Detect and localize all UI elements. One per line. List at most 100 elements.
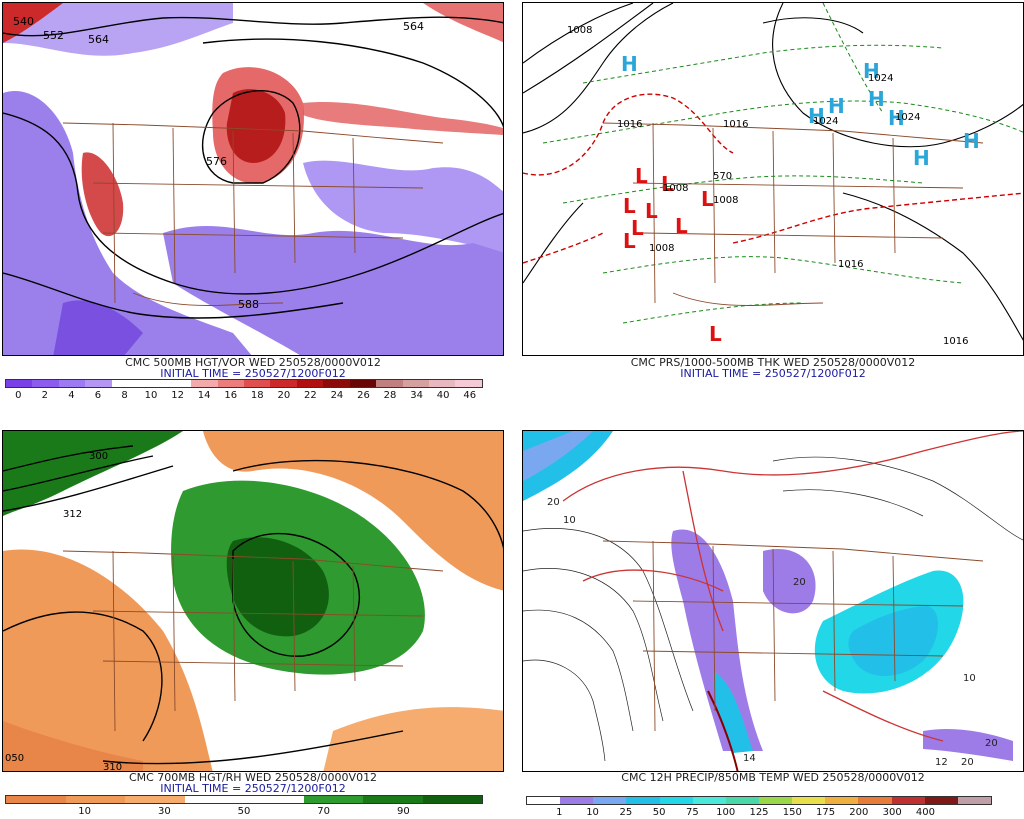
colorbar-tick-label: 46: [463, 390, 477, 401]
rh-map: 300 312 310 050: [2, 430, 504, 772]
colorbar-swatch: [164, 380, 192, 387]
colorbar-tick-label: 150: [782, 807, 802, 818]
colorbar-swatch: [376, 380, 403, 387]
colorbar-swatch: [593, 797, 627, 804]
contour-label: 300: [89, 451, 108, 462]
colorbar-swatch: [217, 380, 244, 387]
thickness-label: 570: [713, 171, 732, 182]
colorbar-swatch: [692, 797, 726, 804]
colorbar-swatch: [402, 380, 429, 387]
colorbar-swatch: [891, 797, 925, 804]
colorbar-swatch: [296, 380, 324, 387]
low-pressure-marker: L: [623, 229, 636, 253]
low-pressure-marker: L: [631, 216, 644, 240]
colorbar-tick-label: 6: [94, 390, 102, 401]
colorbar-tick-label: 25: [619, 807, 633, 818]
colorbar-tick-label: 125: [749, 807, 769, 818]
contour-label: 20: [961, 757, 974, 768]
low-pressure-marker: L: [623, 194, 636, 218]
contour-label: 588: [238, 298, 259, 311]
colorbar-swatch: [58, 380, 86, 387]
colorbar-swatch: [825, 797, 859, 804]
colorbar-swatch: [111, 380, 139, 387]
isobar-label: 1008: [713, 195, 738, 206]
colorbar-swatch: [349, 380, 377, 387]
colorbar-tick-label: 400: [915, 807, 935, 818]
colorbar-swatch: [957, 797, 991, 804]
colorbar-swatch: [924, 797, 958, 804]
high-pressure-marker: H: [828, 94, 845, 118]
low-pressure-marker: L: [645, 199, 658, 223]
colorbar-swatch: [138, 380, 165, 387]
colorbar-tick-label: 70: [317, 806, 331, 817]
isobar-label: 1024: [868, 73, 893, 84]
isobar-label: 1024: [813, 116, 838, 127]
contour-label: 10: [963, 673, 976, 684]
colorbar-swatch: [323, 380, 350, 387]
isobar-label: 1016: [723, 119, 748, 130]
low-pressure-marker: L: [709, 322, 722, 346]
high-pressure-marker: H: [621, 52, 638, 76]
colorbar-tick-label: 50: [237, 806, 251, 817]
vorticity-map-svg: 540 552 564 576 588 564: [3, 3, 503, 355]
high-pressure-marker: H: [863, 59, 880, 83]
colorbar-tick-label: 24: [330, 390, 344, 401]
isobar-label: 1016: [838, 259, 863, 270]
colorbar-tick-label: 100: [716, 807, 736, 818]
colorbar-swatch: [626, 797, 660, 804]
initial-time: INITIAL TIME = 250527/1200F012: [680, 367, 866, 380]
panel-caption: CMC PRS/1000-500MB THK WED 250528/0000V0…: [630, 356, 916, 369]
colorbar-tick-label: 10: [586, 807, 599, 818]
high-pressure-marker: H: [888, 106, 905, 130]
contour-label: 540: [13, 15, 34, 28]
colorbar-swatch: [85, 380, 112, 387]
colorbar-swatch: [243, 380, 271, 387]
low-pressure-marker: L: [701, 187, 714, 211]
colorbar-tick-label: 8: [121, 390, 128, 401]
colorbar-tick-label: 18: [250, 390, 264, 401]
colorbar-swatch: [792, 797, 826, 804]
contour-label: 10: [563, 515, 576, 526]
colorbar-tick-label: 34: [410, 390, 423, 401]
colorbar-swatch: [303, 796, 363, 803]
panel-precip-850mb-temp: 20 10 20 10 20 12 20 14 CMC 12H PRECIP/8…: [522, 430, 1024, 818]
low-pressure-marker: L: [675, 214, 688, 238]
colorbar-tick-label: 1: [556, 807, 563, 818]
colorbar-swatch: [422, 796, 482, 803]
colorbar-tick-label: 300: [882, 807, 902, 818]
colorbar-swatch: [6, 380, 33, 387]
colorbar-swatch: [125, 796, 185, 803]
panel-caption: CMC 500MB HGT/VOR WED 250528/0000V012: [125, 356, 381, 369]
precip-map: 20 10 20 10 20 12 20 14: [522, 430, 1024, 772]
contour-label: 12: [935, 757, 948, 768]
contour-label: 564: [88, 33, 109, 46]
colorbar-tick-label: 175: [816, 807, 836, 818]
high-pressure-marker: H: [963, 129, 980, 153]
high-pressure-marker: H: [868, 87, 885, 111]
colorbar-ticks: 10 30 50 70 90: [5, 806, 483, 818]
colorbar-swatch: [6, 796, 66, 803]
colorbar-swatch: [758, 797, 793, 804]
colorbar-ticks: 1 10 25 50 75 100 125 150 175 200 300 400: [526, 807, 992, 819]
colorbar-swatch: [429, 380, 456, 387]
contour-label: 564: [403, 20, 424, 33]
colorbar-swatch: [363, 796, 423, 803]
colorbar-tick-label: 90: [396, 806, 410, 817]
contour-label: 20: [793, 577, 806, 588]
colorbar-tick-label: 28: [383, 390, 397, 401]
panel-caption: CMC 12H PRECIP/850MB TEMP WED 250528/000…: [621, 771, 925, 784]
colorbar-swatch: [65, 796, 125, 803]
colorbar-tick-label: 50: [652, 807, 666, 818]
colorbar-tick-label: 0: [15, 390, 22, 401]
isobar-label: 1008: [663, 183, 688, 194]
initial-time: INITIAL TIME = 250527/1200F012: [160, 782, 346, 795]
low-pressure-marker: L: [635, 164, 648, 188]
contour-label: 20: [985, 738, 998, 749]
contour-label: 576: [206, 155, 227, 168]
colorbar: [5, 379, 483, 388]
colorbar-tick-label: 4: [68, 390, 75, 401]
colorbar: [526, 796, 992, 805]
colorbar-swatch: [858, 797, 892, 804]
low-pressure-marker: L: [661, 172, 674, 196]
colorbar-ticks: 0 2 4 6 8 10 12 14 16 18 20 22 24 26 28 34 40 46: [5, 390, 483, 402]
